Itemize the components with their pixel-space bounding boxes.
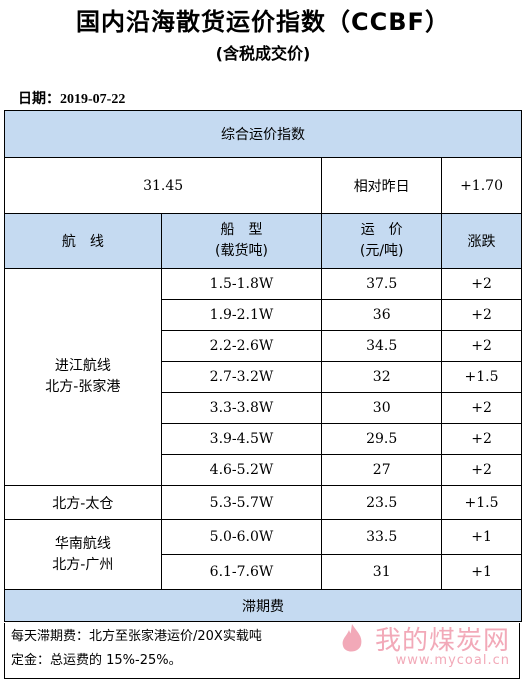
- price-cell: 27: [321, 454, 443, 486]
- table-row: 3.3-3.8W 30 +2: [5, 392, 522, 424]
- table-row: 北方-太仓 5.3-5.7W 23.5 +1.5: [4, 485, 522, 520]
- table-row: 6.1-7.6W 31 +1: [5, 554, 522, 590]
- demurrage-fee-note: 每天滞期费：北方至张家港运价/20X实载吨: [11, 629, 262, 644]
- price-cell: 37.5: [321, 268, 443, 300]
- date-label: 日期：2019-07-22: [18, 92, 126, 107]
- col-header-route: 航 线: [4, 213, 162, 269]
- change-cell: +2: [441, 392, 522, 424]
- watermark-text: 我的煤炭网: [374, 626, 510, 656]
- ship-type-cell: 6.1-7.6W: [160, 554, 323, 590]
- price-cell: 31: [321, 554, 443, 590]
- table-row: 进江航线 北方-张家港 1.5-1.8W 37.5 +2: [4, 268, 522, 486]
- compare-label: 相对昨日: [321, 157, 443, 214]
- table-row: 3.9-4.5W 29.5 +2: [5, 423, 522, 455]
- change-cell: +2: [441, 423, 522, 455]
- watermark: 我的煤炭网 www.mycoal.cn: [342, 620, 510, 668]
- ship-type-cell: 5.3-5.7W: [160, 485, 323, 520]
- ship-type-cell: 5.0-6.0W: [160, 519, 323, 555]
- route-cell: 进江航线 北方-张家港: [4, 268, 162, 486]
- ship-type-cell: 4.6-5.2W: [160, 454, 323, 486]
- col-header-freight-line1: 运 价: [360, 222, 403, 238]
- table-row: 4.6-5.2W 27 +2: [5, 454, 522, 486]
- price-cell: 29.5: [321, 423, 443, 455]
- composite-index-title: 综合运价指数: [4, 110, 522, 158]
- col-header-ship-type-line1: 船 型: [220, 222, 263, 238]
- composite-index-change: +1.70: [441, 157, 522, 214]
- change-cell: +2: [441, 268, 522, 300]
- watermark-url: www.mycoal.cn: [395, 653, 510, 668]
- change-cell: +1: [441, 519, 522, 555]
- change-cell: +2: [441, 454, 522, 486]
- composite-index-value: 31.45: [3, 157, 323, 214]
- change-cell: +2: [441, 299, 522, 331]
- route-line2: 北方-张家港: [45, 379, 121, 395]
- route-cell: 北方-太仓: [4, 485, 162, 520]
- ship-type-cell: 2.2-2.6W: [160, 330, 323, 362]
- price-cell: 36: [321, 299, 443, 331]
- page-title: 国内沿海散货运价指数（CCBF）: [76, 8, 450, 36]
- change-cell: +1: [441, 554, 522, 590]
- freight-index-table: 综合运价指数 31.45 相对昨日 +1.70 航 线 船 型 (载货吨) 运 …: [3, 110, 522, 622]
- table-row: 1.9-2.1W 36 +2: [5, 299, 522, 331]
- route-line1: 华南航线: [54, 535, 111, 552]
- col-header-change: 涨跌: [441, 213, 522, 269]
- change-cell: +1.5: [441, 485, 522, 520]
- col-header-freight: 运 价 (元/吨): [321, 213, 443, 269]
- table-row: 华南航线 北方-广州 5.0-6.0W 33.5 +1: [4, 519, 522, 590]
- price-cell: 23.5: [321, 485, 443, 520]
- ship-type-cell: 1.5-1.8W: [160, 268, 323, 300]
- ship-type-cell: 2.7-3.2W: [160, 361, 323, 393]
- deposit-note: 定金：总运费的 15%-25%。: [11, 653, 182, 668]
- demurrage-title: 滞期费: [4, 589, 522, 622]
- change-cell: +1.5: [441, 361, 522, 393]
- price-cell: 34.5: [321, 330, 443, 362]
- route-line2: 北方-广州: [52, 556, 114, 573]
- route-cell: 华南航线 北方-广州: [4, 519, 162, 590]
- col-header-freight-line2: (元/吨): [359, 243, 404, 259]
- page-subtitle: (含税成交价): [215, 44, 311, 63]
- col-header-ship-type-line2: (载货吨): [215, 243, 268, 259]
- demurrage-notes: 每天滞期费：北方至张家港运价/20X实载吨 定金：总运费的 15%-25%。: [4, 623, 520, 679]
- table-row: 2.2-2.6W 34.5 +2: [5, 330, 522, 362]
- price-cell: 33.5: [321, 519, 443, 555]
- flame-icon: [342, 624, 362, 652]
- table-row: 2.7-3.2W 32 +1.5: [5, 361, 522, 393]
- ship-type-cell: 3.9-4.5W: [160, 423, 323, 455]
- ship-type-cell: 3.3-3.8W: [160, 392, 323, 424]
- ship-type-cell: 1.9-2.1W: [160, 299, 323, 331]
- price-cell: 32: [321, 361, 443, 393]
- price-cell: 30: [321, 392, 443, 424]
- col-header-ship-type: 船 型 (载货吨): [160, 213, 323, 269]
- change-cell: +2: [441, 330, 522, 362]
- route-line1: 进江航线: [54, 358, 111, 374]
